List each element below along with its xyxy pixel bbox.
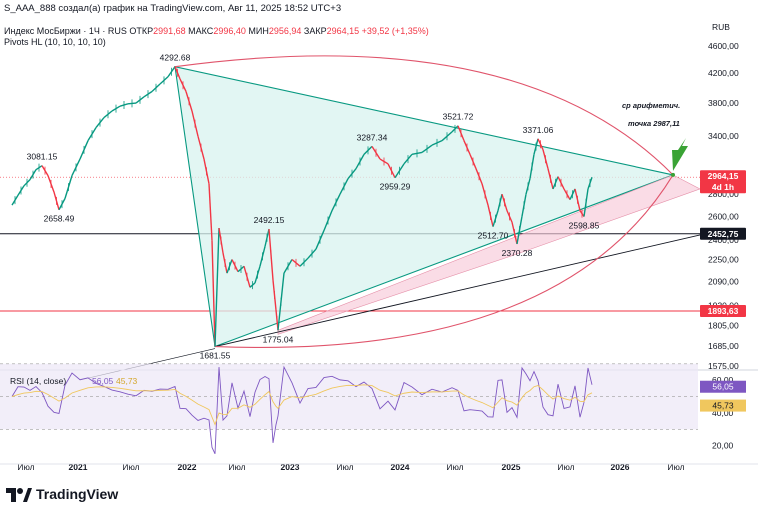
pivot-label: 2370.28: [502, 248, 533, 258]
symbol-ohlc-line: Индекс МосБиржи · 1Ч · RUS ОТКР2991,68 М…: [4, 26, 429, 36]
upper-arc: [174, 55, 674, 176]
pivot-label: 1681.55: [200, 350, 231, 360]
close-label: ЗАКР: [303, 26, 327, 36]
price-badge: [700, 304, 746, 317]
rsi-badge-text: 56,05: [712, 382, 734, 392]
y-tick-label: 1805,00: [708, 320, 739, 330]
rsi-tick-label: 40,00: [712, 408, 734, 418]
y-tick-label: 1575,00: [708, 361, 739, 371]
tradingview-brand[interactable]: TradingView: [6, 486, 119, 503]
x-tick-label: 2026: [611, 462, 630, 472]
x-tick-label: Июл: [557, 462, 574, 472]
pivot-label: 2512.70: [478, 231, 509, 241]
indicator-legend: Pivots HL (10, 10, 10, 10): [4, 37, 106, 47]
y-tick-label: 1685,00: [708, 341, 739, 351]
price-badge-text: 2452,75: [708, 229, 739, 239]
y-tick-label: 2600,00: [708, 211, 739, 221]
rsi-ma-badge-text: 45,73: [712, 401, 734, 411]
price-badge-text: 4d 1h: [712, 182, 734, 192]
x-tick-label: 2024: [391, 462, 410, 472]
x-tick-label: 2022: [178, 462, 197, 472]
price-series: [11, 66, 593, 347]
high-label: МАКС: [188, 26, 214, 36]
change-value: +39,52 (+1,35%): [361, 26, 429, 36]
lower-arc: [214, 174, 674, 348]
x-tick-label: Июл: [122, 462, 139, 472]
x-tick-label: Июл: [667, 462, 684, 472]
rsi-pane: RSI (14, close) 56,05 45,73 60,0040,0020,00…: [0, 363, 758, 465]
currency-label: RUB: [712, 22, 730, 32]
brand-label: TradingView: [36, 486, 119, 502]
x-tick-label: 2025: [502, 462, 521, 472]
price-badge: [700, 170, 746, 183]
rsi-value-1: 56,05: [92, 376, 114, 386]
rsi-title: RSI (14, close): [10, 376, 66, 386]
open-value: 2991,68: [153, 26, 186, 36]
pivot-label: 2598.85: [569, 220, 600, 230]
x-tick-label: 2021: [69, 462, 88, 472]
rsi-value-2: 45,73: [116, 376, 138, 386]
rsi-tick-label: 20,00: [712, 441, 734, 451]
pivot-label: 4292.68: [160, 53, 191, 63]
pivot-label: 2658.49: [44, 214, 75, 224]
annotation-line-1: ср арифметич.: [622, 101, 680, 110]
close-value: 2964,15: [326, 26, 360, 36]
x-tick-label: Июл: [17, 462, 34, 472]
high-value: 2996,40: [213, 26, 246, 36]
symbol-name: Индекс МосБиржи · 1Ч · RUS: [4, 26, 127, 36]
pivot-label: 2492.15: [254, 215, 285, 225]
triangle-fill: [174, 65, 675, 348]
pivot-label: 3287.34: [357, 132, 388, 142]
y-tick-label: 3400,00: [708, 131, 739, 141]
rsi-badge: [700, 380, 746, 393]
tradingview-logo-icon: [6, 488, 32, 503]
y-tick-label: 2090,00: [708, 277, 739, 287]
open-label: ОТКР: [129, 26, 154, 36]
y-tick-label: 2400,00: [708, 235, 739, 245]
drawing-shapes: [79, 55, 706, 381]
y-tick-label: 2800,00: [708, 189, 739, 199]
y-tick-label: 3800,00: [708, 98, 739, 108]
x-tick-label: Июл: [446, 462, 463, 472]
pivot-label: 3371.06: [523, 125, 554, 135]
rsi-ma-line: [11, 384, 593, 426]
author-line: S_AAA_888 создал(а) график на TradingVie…: [4, 3, 342, 14]
y-tick-label: 4600,00: [708, 41, 739, 51]
low-value: 2956,94: [268, 26, 302, 36]
apex-point: [671, 172, 675, 177]
y-tick-label: 2250,00: [708, 255, 739, 265]
price-badge-text: 1893,63: [708, 306, 739, 316]
price-badge-text: 2964,15: [708, 171, 739, 181]
pivot-labels: 3081.15 2658.49 4292.68 1681.55 2492.15 1775.…: [27, 53, 600, 361]
price-badge: [700, 227, 746, 240]
x-tick-label: Июл: [228, 462, 245, 472]
pink-channel: [277, 174, 701, 335]
pivot-label: 2959.29: [380, 182, 411, 192]
x-tick-label: 2023: [281, 462, 300, 472]
rsi-ma-badge: [700, 399, 746, 412]
pivot-label: 3081.15: [27, 152, 58, 162]
rsi-line: [11, 365, 593, 455]
rsi-tick-label: 60,00: [712, 375, 734, 385]
x-tick-label: Июл: [336, 462, 353, 472]
annotation-line-2: точка 2987,11: [628, 119, 680, 128]
y-tick-label: 4200,00: [708, 68, 739, 78]
support-trendline: [214, 233, 706, 347]
low-label: МИН: [248, 26, 269, 36]
pivot-label: 1775.04: [263, 334, 294, 344]
price-badge: [700, 181, 746, 194]
pivot-label: 3521.72: [443, 112, 474, 122]
apex-arrow-icon: [672, 138, 688, 171]
